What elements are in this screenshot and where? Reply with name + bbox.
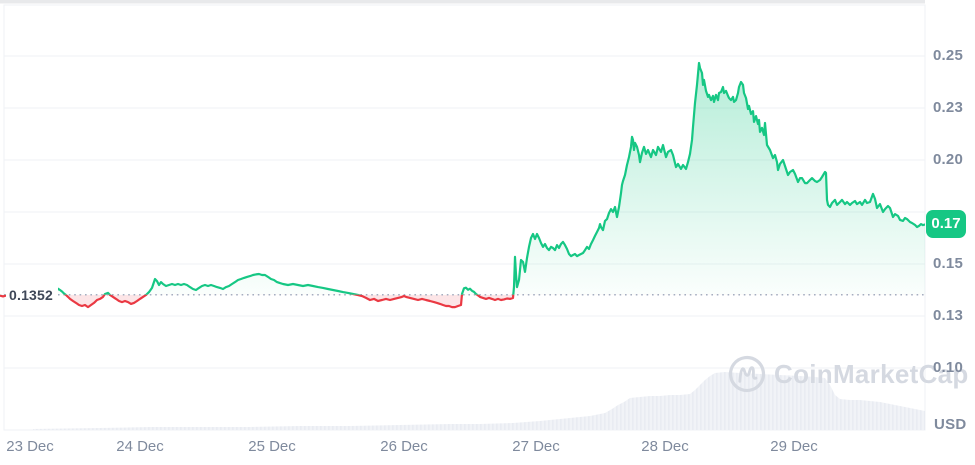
- y-axis-label: 0.10: [933, 359, 963, 376]
- y-axis-label: 0.23: [933, 98, 963, 116]
- top-border: [0, 0, 925, 4]
- x-axis-label: 29 Dec: [770, 438, 818, 455]
- y-axis-label: 0.15: [933, 254, 963, 272]
- price-area-up: [39, 63, 925, 295]
- y-axis-label: 0.25: [933, 46, 963, 64]
- price-area-down: [0, 294, 925, 308]
- x-axis-label: 28 Dec: [641, 438, 689, 455]
- x-axis-label: 26 Dec: [380, 438, 428, 455]
- x-axis-label: 27 Dec: [512, 438, 560, 455]
- y-axis-label: 0.20: [933, 150, 963, 168]
- price-line-up: [0, 61, 925, 295]
- y-axis-unit-label: USD: [934, 416, 967, 433]
- x-axis-label: 23 Dec: [6, 438, 54, 455]
- current-price-badge: 0.17: [926, 210, 966, 239]
- x-axis-label: 25 Dec: [248, 438, 296, 455]
- baseline-price-label: 0.1352: [6, 285, 59, 304]
- y-axis-label: 0.13: [933, 307, 963, 324]
- volume-area: [33, 372, 925, 430]
- x-axis-label: 24 Dec: [116, 438, 164, 455]
